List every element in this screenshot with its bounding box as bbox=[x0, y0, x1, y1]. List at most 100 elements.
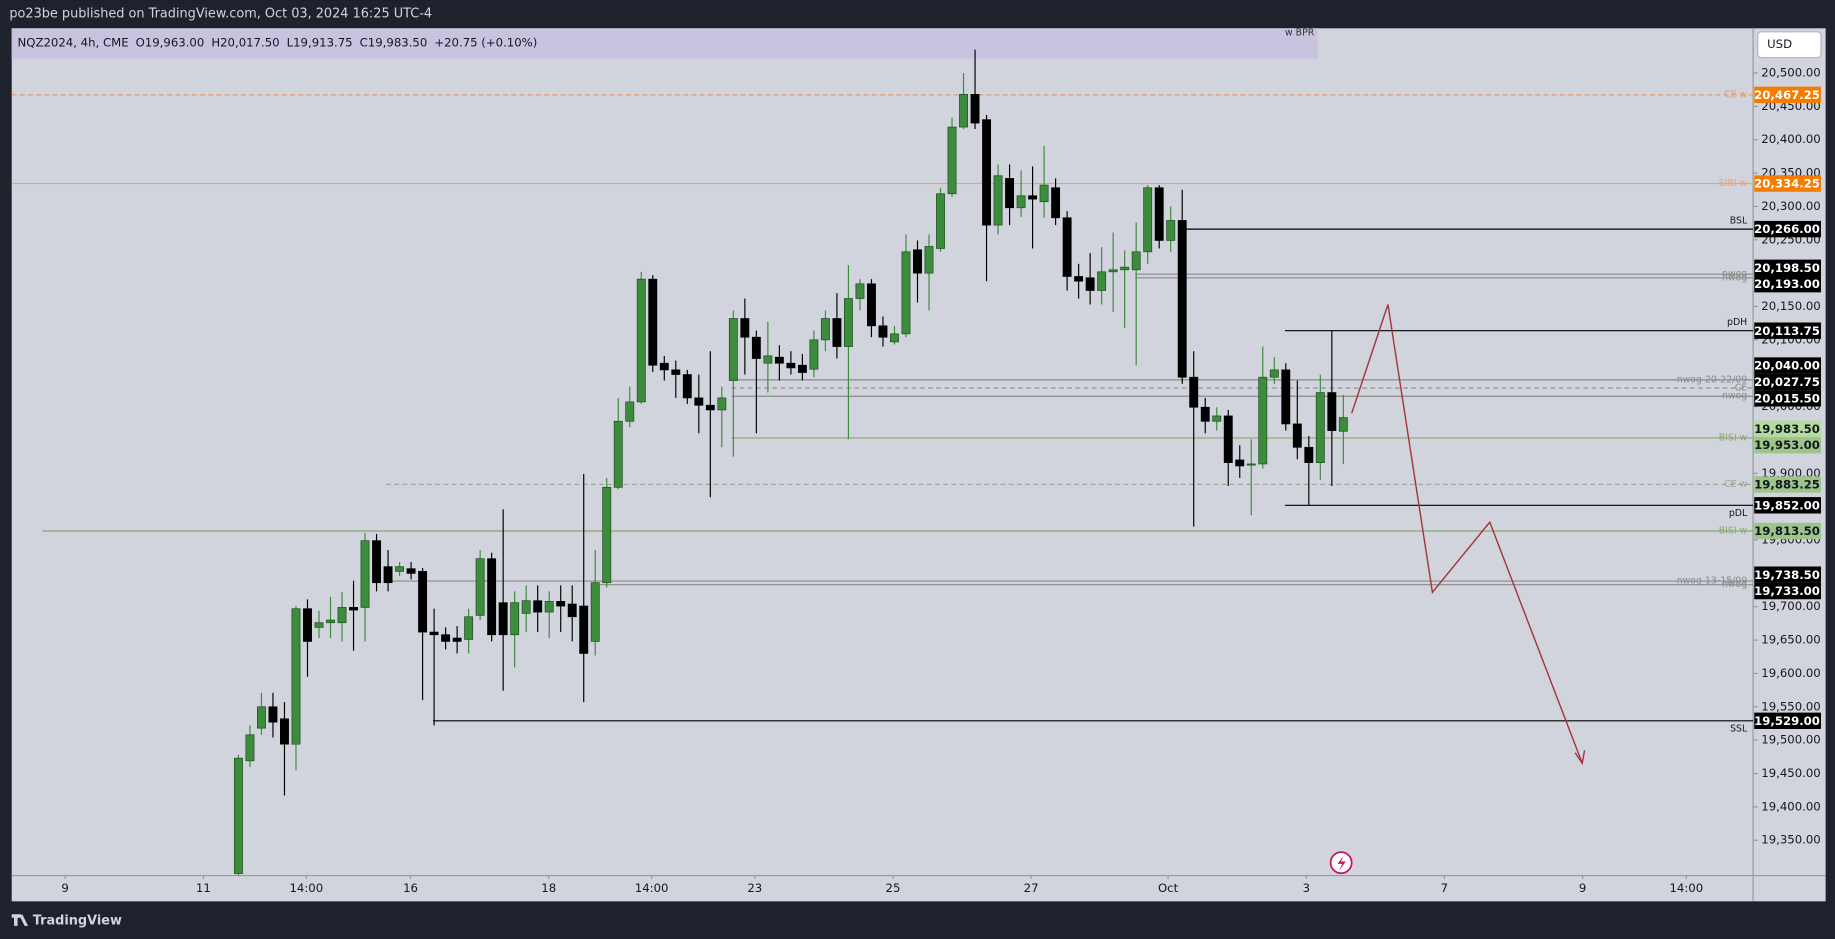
x-tick-label: 11 bbox=[196, 881, 211, 895]
candle-body bbox=[1338, 417, 1348, 432]
candle-body bbox=[728, 318, 738, 381]
candle-body bbox=[337, 607, 347, 624]
high: H20,017.50 bbox=[211, 35, 279, 49]
x-tick-label: 14:00 bbox=[290, 881, 324, 895]
brand: TradingView bbox=[33, 914, 122, 929]
candle-body bbox=[901, 251, 911, 335]
candle-body bbox=[797, 364, 807, 373]
level-name: BISI w bbox=[1719, 432, 1748, 443]
candle-body bbox=[452, 637, 462, 642]
candle-body bbox=[740, 318, 750, 338]
x-tick-label: 14:00 bbox=[1669, 881, 1703, 895]
level-name: pDL bbox=[1729, 508, 1748, 519]
candle-body bbox=[959, 94, 968, 128]
candle-body bbox=[1315, 392, 1325, 463]
candle-body bbox=[1154, 187, 1164, 241]
candle-body bbox=[625, 401, 635, 422]
price-badge-label: 20,113.75 bbox=[1754, 324, 1820, 338]
level-name: nwog bbox=[1722, 391, 1747, 402]
candle-body bbox=[717, 397, 727, 411]
candle-body bbox=[1292, 423, 1302, 448]
y-tick-label: 19,700.00 bbox=[1761, 599, 1820, 613]
y-tick-label: 19,600.00 bbox=[1761, 666, 1820, 680]
y-tick-label: 20,150.00 bbox=[1761, 299, 1820, 313]
candle-body bbox=[1085, 277, 1095, 291]
candle-body bbox=[303, 608, 312, 642]
candle-body bbox=[820, 318, 830, 341]
x-tick-label: 23 bbox=[747, 881, 762, 895]
candle-body bbox=[1223, 415, 1233, 463]
candle-body bbox=[705, 404, 715, 411]
candle-body bbox=[1131, 251, 1141, 271]
x-tick-label: Oct bbox=[1158, 881, 1179, 895]
candle-body bbox=[613, 420, 623, 488]
level-name: SSL bbox=[1730, 724, 1748, 735]
publisher: po23be published on TradingView.com, Oct… bbox=[9, 7, 432, 22]
price-badge-label: 20,198.50 bbox=[1754, 261, 1820, 275]
price-badge bbox=[1754, 566, 1821, 583]
candle-body bbox=[556, 601, 566, 607]
level-name: CE w bbox=[1724, 89, 1747, 100]
price-badge-label: 19,953.00 bbox=[1754, 438, 1820, 452]
candle-body bbox=[1051, 187, 1061, 219]
x-tick-label: 16 bbox=[403, 881, 418, 895]
candle-body bbox=[855, 283, 865, 299]
candle-body bbox=[567, 603, 577, 618]
candle-body bbox=[487, 558, 497, 636]
price-badge-label: 20,266.00 bbox=[1754, 222, 1820, 236]
currency-box[interactable] bbox=[1757, 31, 1822, 59]
price-badge bbox=[1754, 390, 1821, 407]
price-badge-label: 19,883.25 bbox=[1754, 478, 1820, 492]
candle-body bbox=[636, 278, 646, 403]
currency: USD bbox=[1767, 37, 1792, 51]
candle-body bbox=[832, 318, 842, 347]
candle-body bbox=[970, 94, 980, 124]
price-badge bbox=[1754, 259, 1821, 276]
y-tick-label: 19,350.00 bbox=[1761, 833, 1820, 847]
candle-body bbox=[1120, 266, 1130, 271]
price-badge-label: 19,983.50 bbox=[1754, 422, 1820, 436]
candle-body bbox=[464, 616, 474, 640]
alert-bolt bbox=[1337, 855, 1346, 871]
candle-body bbox=[947, 126, 957, 195]
candle-body bbox=[372, 540, 381, 584]
candle-body bbox=[659, 362, 669, 371]
price-badge bbox=[1754, 476, 1821, 493]
price-badge-label: 20,040.00 bbox=[1754, 359, 1820, 373]
candle-body bbox=[1189, 376, 1199, 408]
level-name: CE bbox=[1735, 383, 1748, 394]
level-name: BSL bbox=[1730, 215, 1748, 226]
projection-arrowhead bbox=[1574, 750, 1586, 766]
candle-body bbox=[1108, 269, 1118, 273]
candle-body bbox=[1200, 406, 1210, 422]
candle-body bbox=[1269, 369, 1279, 378]
candle-body bbox=[1235, 459, 1245, 467]
candle-body bbox=[763, 355, 773, 364]
x-tick-label: 9 bbox=[1579, 881, 1586, 895]
x-tick-label: 18 bbox=[541, 881, 556, 895]
level-name: nwog 20-22/09 bbox=[1677, 374, 1748, 385]
candle-body bbox=[913, 249, 922, 274]
price-badge bbox=[1754, 712, 1821, 730]
price-badge bbox=[1754, 322, 1821, 339]
candle-body bbox=[1177, 220, 1187, 378]
bpr-zone bbox=[11, 28, 1318, 59]
price-badge-label: 20,467.25 bbox=[1754, 88, 1820, 102]
level-name: nwog 13-15/09 bbox=[1677, 576, 1748, 587]
candle-body bbox=[809, 339, 819, 370]
candle-body bbox=[383, 566, 393, 584]
level-name: nwog bbox=[1722, 269, 1747, 280]
candle-body bbox=[1062, 217, 1072, 277]
candle-body bbox=[671, 369, 681, 375]
x-tick-label: 14:00 bbox=[635, 881, 669, 895]
y-tick-label: 19,650.00 bbox=[1761, 633, 1820, 647]
candle-body bbox=[349, 607, 358, 611]
plot-background bbox=[11, 28, 1826, 902]
low: L19,913.75 bbox=[287, 35, 353, 49]
price-badge bbox=[1754, 275, 1821, 293]
candle-body bbox=[1143, 187, 1153, 253]
projection-path bbox=[1351, 304, 1583, 764]
price-badge-label: 20,334.25 bbox=[1754, 177, 1820, 191]
candle-body bbox=[1166, 220, 1176, 241]
